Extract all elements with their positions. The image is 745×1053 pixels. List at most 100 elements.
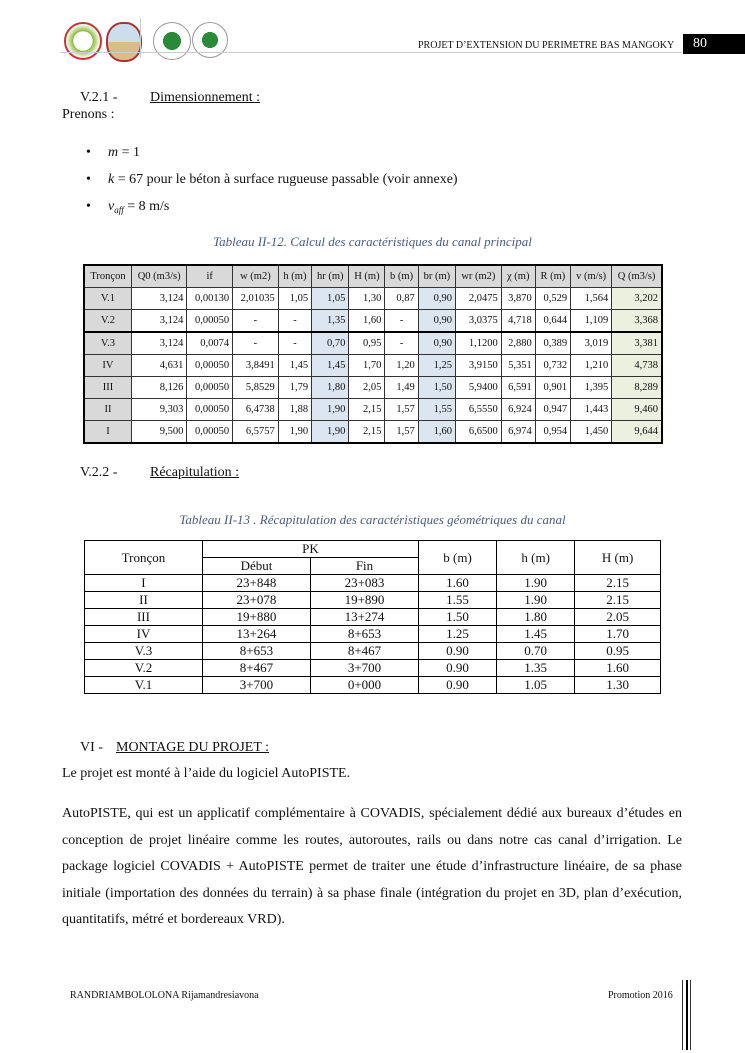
footer-rule bbox=[686, 980, 688, 1050]
table-cell: 1,395 bbox=[570, 376, 613, 399]
table-cell: 2,01035 bbox=[232, 287, 279, 310]
table-cell: 0,00050 bbox=[186, 309, 234, 333]
table-cell: V.2 bbox=[84, 659, 203, 677]
header-H: H (m) bbox=[574, 540, 661, 575]
table-cell: 1.25 bbox=[417, 625, 498, 643]
table-cell: 0,70 bbox=[311, 331, 350, 355]
table-cell: 1,57 bbox=[384, 398, 419, 421]
table-cell: 0,90 bbox=[417, 309, 457, 333]
table-cell: 5,9400 bbox=[455, 376, 502, 399]
table-cell: 3,9150 bbox=[455, 354, 502, 377]
column-header: b (m) bbox=[384, 264, 419, 288]
table-cell: 3,019 bbox=[570, 331, 613, 355]
table-cell: 1,45 bbox=[311, 354, 350, 377]
table-cell: 1.60 bbox=[417, 574, 498, 592]
table-cell: 1,55 bbox=[417, 398, 457, 421]
table-row: V.2 3,124 0,00050- -1,35 1,60-0,90 3,0375 4,71… bbox=[83, 309, 663, 333]
table-row: IV 13+264 8+653 1.25 1.45 1.70 bbox=[84, 625, 661, 643]
table-cell: 0,90 bbox=[417, 287, 457, 310]
footer-author: RANDRIAMBOLOLONA Rijamandresiavona bbox=[70, 990, 259, 1001]
table-cell: IV bbox=[83, 354, 132, 377]
logo-school-icon bbox=[64, 22, 102, 60]
table-cell: 1,05 bbox=[311, 287, 350, 310]
table-cell: V.3 bbox=[84, 642, 203, 660]
table-cell: 19+890 bbox=[309, 591, 420, 609]
table-cell: 1.90 bbox=[496, 591, 576, 609]
table-cell: 6,6500 bbox=[455, 420, 502, 444]
table-row: II 23+078 19+890 1.55 1.90 2.15 bbox=[84, 591, 661, 609]
channel-calc-table: Tronçon Q0 (m3/s) if w (m2) h (m) hr (m) H (m)… bbox=[83, 264, 663, 444]
intro-text: Le projet est monté à l’aide du logiciel… bbox=[62, 766, 351, 781]
table-cell: 1,564 bbox=[570, 287, 613, 310]
table-cell: 2.15 bbox=[574, 591, 661, 609]
column-header: Q (m3/s) bbox=[611, 264, 663, 288]
header-debut: Début bbox=[201, 557, 311, 575]
table-cell: 8+467 bbox=[309, 642, 420, 660]
table-cell: 0.90 bbox=[417, 659, 498, 677]
table-cell: 1.45 bbox=[496, 625, 576, 643]
table-cell: 6,974 bbox=[500, 420, 536, 444]
footer-rule bbox=[682, 980, 683, 1050]
table-cell: - bbox=[277, 309, 313, 333]
table-cell: 2.05 bbox=[574, 608, 661, 626]
table-cell: 0.70 bbox=[496, 642, 576, 660]
column-header: h (m) bbox=[277, 264, 313, 288]
table-cell: 0,87 bbox=[384, 287, 419, 310]
table-cell: 3,870 bbox=[500, 287, 536, 310]
table-row: IV 4,631 0,00050 3,8491 1,45 1,45 1,70 1,20 1,25… bbox=[83, 354, 663, 377]
table-cell: 1.05 bbox=[496, 676, 576, 694]
table-cell: 1.35 bbox=[496, 659, 576, 677]
table-cell: 1,60 bbox=[348, 309, 386, 333]
table-cell: 4,631 bbox=[130, 354, 188, 377]
table-cell: 1,443 bbox=[570, 398, 613, 421]
section-title: Dimensionnement : bbox=[150, 90, 261, 105]
table-row: III 8,126 0,00050 5,8529 1,79 1,80 2,05 1,49 1,5… bbox=[83, 376, 663, 399]
table-cell: 1,57 bbox=[384, 420, 419, 444]
footer-promotion: Promotion 2016 bbox=[608, 990, 673, 1001]
table-cell: 1.30 bbox=[574, 676, 661, 694]
column-header: v (m/s) bbox=[570, 264, 613, 288]
table-cell: 0,00050 bbox=[186, 376, 234, 399]
column-header: Q0 (m3/s) bbox=[130, 264, 188, 288]
section-number: V.2.2 - bbox=[80, 465, 118, 480]
table-caption: Tableau II-13 . Récapitulation des carac… bbox=[179, 512, 566, 527]
table-cell: 1,35 bbox=[311, 309, 350, 333]
table-row: III 19+880 13+274 1.50 1.80 2.05 bbox=[84, 608, 661, 626]
table-cell: 3,124 bbox=[130, 287, 188, 310]
table-cell: 1,25 bbox=[417, 354, 457, 377]
table-cell: 9,460 bbox=[611, 398, 663, 421]
header-divider bbox=[60, 52, 682, 53]
table-cell: 1,30 bbox=[348, 287, 386, 310]
table-row: V.1 3+700 0+000 0.90 1.05 1.30 bbox=[84, 676, 661, 694]
table-cell: 0+000 bbox=[309, 676, 420, 694]
table-cell: 0,0074 bbox=[186, 331, 234, 355]
table-cell: - bbox=[384, 331, 419, 355]
table-cell: 1.50 bbox=[417, 608, 498, 626]
table-cell: III bbox=[84, 608, 203, 626]
column-header: hr (m) bbox=[311, 264, 350, 288]
table-cell: 0,95 bbox=[348, 331, 386, 355]
column-header: χ (m) bbox=[500, 264, 536, 288]
table-cell: 2,0475 bbox=[455, 287, 502, 310]
table-cell: 1,20 bbox=[384, 354, 419, 377]
table-cell: 3,202 bbox=[611, 287, 663, 310]
table-cell: 8,126 bbox=[130, 376, 188, 399]
table-cell: - bbox=[384, 309, 419, 333]
table-cell: 4,718 bbox=[500, 309, 536, 333]
table-cell: 1,05 bbox=[277, 287, 313, 310]
table-cell: 6,4738 bbox=[232, 398, 279, 421]
section-number: V.2.1 - bbox=[80, 90, 118, 105]
table-cell: 3,381 bbox=[611, 331, 663, 355]
column-header: w (m2) bbox=[232, 264, 279, 288]
table-row: V.2 8+467 3+700 0.90 1.35 1.60 bbox=[84, 659, 661, 677]
body-paragraph: AutoPISTE, qui est un applicatif complém… bbox=[62, 806, 682, 927]
table-cell: 1,90 bbox=[311, 420, 350, 444]
table-cell: 0.90 bbox=[417, 642, 498, 660]
table-cell: 23+848 bbox=[201, 574, 311, 592]
table-cell: 1.70 bbox=[574, 625, 661, 643]
header-fin: Fin bbox=[309, 557, 420, 575]
table-cell: 0,732 bbox=[534, 354, 572, 377]
table-cell: I bbox=[84, 574, 203, 592]
table-cell: 8+653 bbox=[309, 625, 420, 643]
table-cell: 0,954 bbox=[534, 420, 572, 444]
